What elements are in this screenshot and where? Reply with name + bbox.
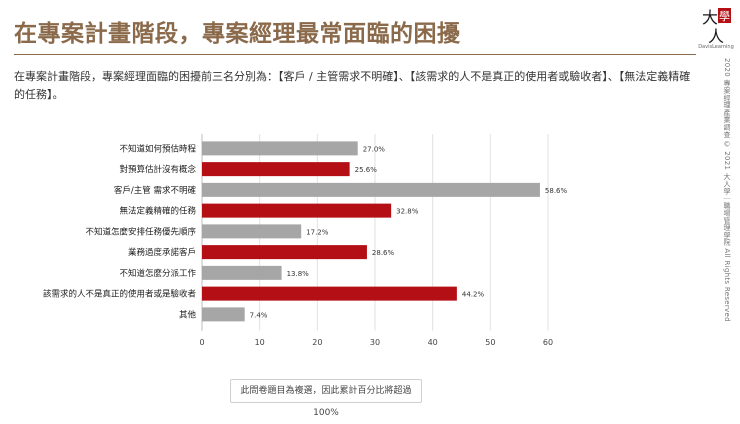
bar bbox=[202, 245, 367, 260]
category-label: 不知道怎麼分派工作 bbox=[119, 268, 196, 279]
category-label: 不知道如何預估時程 bbox=[119, 143, 196, 154]
value-label: 7.4% bbox=[250, 311, 268, 319]
value-label: 32.8% bbox=[396, 208, 419, 216]
category-label: 無法定義精確的任務 bbox=[119, 206, 196, 217]
bar-chart: 0 10 20 30 40 50 60 不知道如何預估時程 27.0% 對預算估計沒有概念 25.6… bbox=[43, 134, 568, 347]
x-tick-label: 0 bbox=[199, 338, 204, 347]
intro-paragraph: 在專案計畫階段，專案經理面臨的困擾前三名分別為：【客戶 / 主管需求不明確】、【… bbox=[14, 70, 691, 101]
category-label: 業務過度承諾客戶 bbox=[128, 247, 196, 258]
bar bbox=[202, 307, 245, 322]
category-label: 客戶/主管 需求不明確 bbox=[114, 185, 197, 196]
x-tick-label: 20 bbox=[312, 338, 322, 347]
value-label: 17.2% bbox=[306, 228, 329, 236]
bar bbox=[202, 141, 358, 156]
brand-logo: 大 學 人 bbox=[700, 6, 732, 46]
category-label: 其他 bbox=[179, 309, 197, 320]
svg-text:學: 學 bbox=[719, 10, 730, 23]
category-label: 對預算估計沒有概念 bbox=[119, 164, 196, 175]
footnote: 此問卷題目為複選，因此累計百分比將超過 100% bbox=[230, 379, 422, 418]
logo-caption: DavisLearning bbox=[698, 44, 734, 50]
x-tick-label: 40 bbox=[428, 338, 438, 347]
title-divider bbox=[14, 54, 696, 55]
x-tick-label: 60 bbox=[543, 338, 553, 347]
bar bbox=[202, 203, 392, 218]
value-label: 27.0% bbox=[363, 145, 386, 153]
category-label: 不知道怎麼安排任務優先順序 bbox=[85, 226, 196, 237]
bar bbox=[202, 162, 350, 177]
copyright-credit: 2020 專案經理產業調查 © 2021 大人學｜職場管理學院 All Righ… bbox=[723, 58, 731, 322]
bar bbox=[202, 286, 457, 301]
value-label: 25.6% bbox=[355, 166, 378, 174]
bar bbox=[202, 182, 540, 197]
svg-text:人: 人 bbox=[708, 27, 724, 46]
value-label: 44.2% bbox=[462, 291, 485, 299]
bar bbox=[202, 265, 282, 280]
value-label: 58.6% bbox=[545, 187, 568, 195]
svg-text:大: 大 bbox=[702, 8, 718, 27]
bar bbox=[202, 224, 302, 239]
page-title: 在專案計畫階段，專案經理最常面臨的困擾 bbox=[14, 21, 461, 47]
category-label: 該需求的人不是真正的使用者或是驗收者 bbox=[43, 289, 197, 300]
x-tick-label: 10 bbox=[255, 338, 265, 347]
x-tick-label: 30 bbox=[370, 338, 380, 347]
value-label: 13.8% bbox=[287, 270, 310, 278]
value-label: 28.6% bbox=[372, 249, 395, 257]
x-tick-label: 50 bbox=[485, 338, 495, 347]
